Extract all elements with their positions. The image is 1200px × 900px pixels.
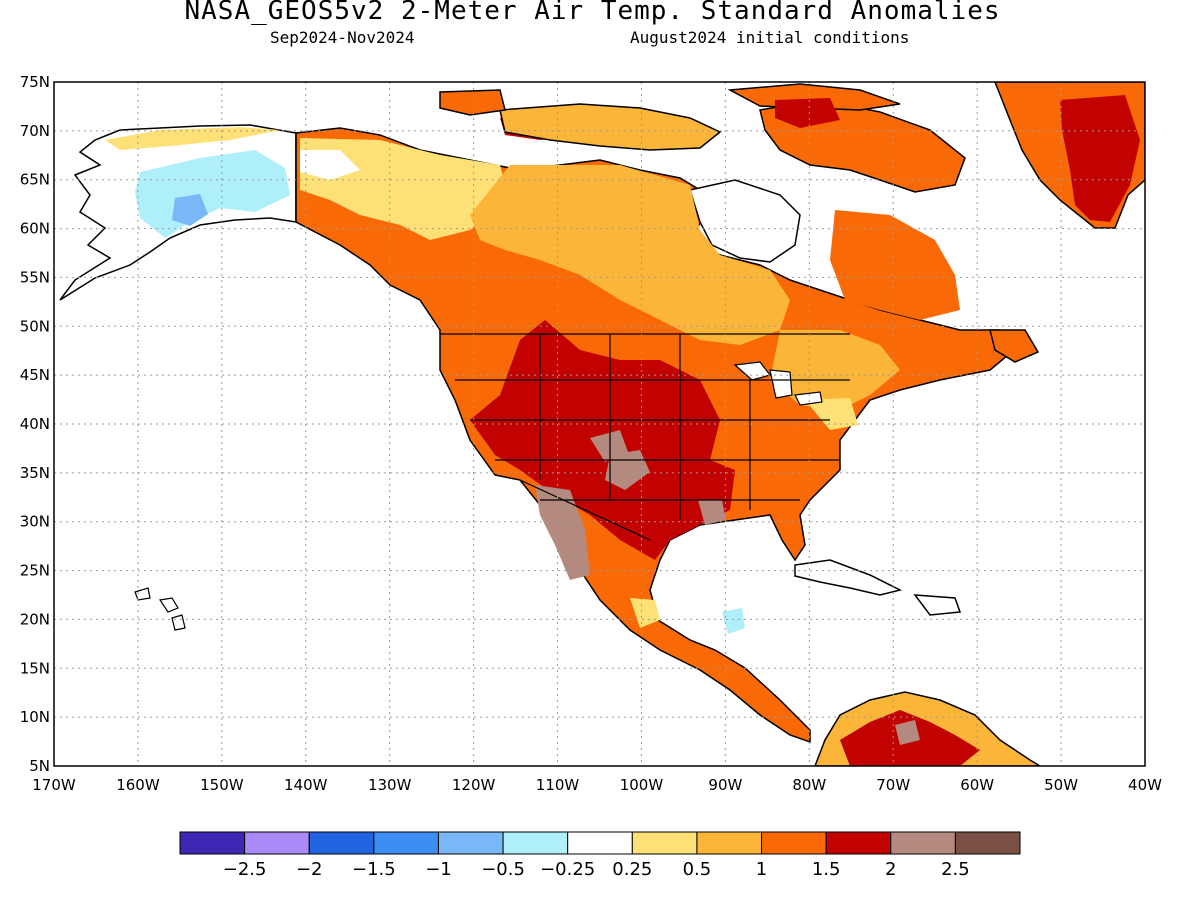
gulf-coast-extreme [698, 500, 726, 525]
newfoundland [989, 329, 1040, 363]
latitude-label: 5N [29, 757, 50, 775]
legend-swatch [373, 831, 439, 855]
forecast-period: Sep2024-Nov2024 [270, 28, 415, 47]
latitude-label: 70N [20, 122, 50, 140]
latitude-label: 45N [20, 366, 50, 384]
arctic-canada-neutral [300, 150, 360, 180]
legend-label: 1 [756, 859, 767, 880]
legend-swatch [437, 831, 504, 855]
alaska-cooler-core [172, 194, 208, 226]
latitude-label: 30N [20, 513, 50, 531]
longitude-label: 160W [116, 776, 160, 794]
legend-swatch [308, 831, 375, 855]
legend-label: −1 [425, 859, 452, 880]
ellesmere-island [727, 83, 901, 111]
victoria-island [499, 103, 722, 151]
color-legend [179, 831, 1021, 855]
hudson-bay [689, 179, 801, 263]
north-alaska-warm-strip [105, 127, 280, 150]
hispaniola [913, 594, 962, 616]
latitude-label: 60N [20, 220, 50, 238]
legend-label: 0.25 [612, 859, 652, 880]
longitude-label: 130W [368, 776, 412, 794]
longitude-label: 70W [876, 776, 910, 794]
latitude-label: 25N [20, 562, 50, 580]
latitude-label: 35N [20, 464, 50, 482]
legend-label: −2 [296, 859, 323, 880]
legend-label: −2.5 [223, 859, 267, 880]
longitude-label: 170W [32, 776, 76, 794]
latitude-label: 15N [20, 659, 50, 677]
greenland-warm-core [1060, 95, 1140, 222]
graticule [54, 82, 1145, 766]
longitude-label: 110W [536, 776, 580, 794]
legend-label: 0.5 [683, 859, 712, 880]
longitude-labels: 170W 160W 150W 140W 130W 120W 110W 100W 90W 80W 70… [32, 776, 1162, 794]
south-america-extreme [895, 720, 920, 745]
legend-swatch [567, 831, 633, 855]
legend-label: −0.5 [481, 859, 525, 880]
banks-island [439, 89, 506, 116]
latitude-label: 40N [20, 415, 50, 433]
legend-label: 2.5 [941, 859, 970, 880]
latitude-label: 10N [20, 708, 50, 726]
longitude-label: 100W [620, 776, 664, 794]
color-legend-labels: −2.5 −2 −1.5 −1 −0.5 −0.25 0.25 0.5 1 1.5 2 2.5 [223, 859, 970, 880]
legend-swatch [502, 831, 569, 855]
latitude-label: 75N [20, 73, 50, 91]
legend-swatch [631, 831, 698, 855]
longitude-label: 120W [452, 776, 496, 794]
latitude-labels: 75N 70N 65N 60N 55N 50N 45N 40N 35N 30N 25N 20N 15N 1… [20, 73, 50, 775]
central-canada-moderate [470, 165, 790, 345]
mexico-extreme [535, 485, 590, 580]
longitude-label: 90W [708, 776, 742, 794]
map-frame [53, 81, 1146, 767]
legend-label: −0.25 [540, 859, 595, 880]
latitude-label: 20N [20, 610, 50, 628]
longitude-label: 40W [1128, 776, 1162, 794]
political-boundaries [295, 133, 850, 541]
hawaii-islands [134, 587, 186, 631]
legend-label: 1.5 [812, 859, 841, 880]
longitude-label: 150W [200, 776, 244, 794]
east-canada-moderate [770, 330, 900, 410]
longitude-label: 80W [792, 776, 826, 794]
map-title: NASA_GEOS5v2 2-Meter Air Temp. Standard … [184, 0, 1001, 26]
latitude-label: 65N [20, 171, 50, 189]
legend-swatch [890, 831, 956, 855]
legend-swatch [696, 831, 763, 855]
labrador-strong-warm [830, 210, 960, 320]
longitude-label: 140W [284, 776, 328, 794]
northeast-weak-warm [805, 398, 858, 430]
central-mexico-weak-warm [630, 598, 660, 628]
latitude-label: 55N [20, 268, 50, 286]
legend-swatch [825, 831, 892, 855]
latitude-label: 50N [20, 317, 50, 335]
longitude-label: 60W [960, 776, 994, 794]
legend-swatch [954, 831, 1021, 855]
cuba [794, 559, 903, 596]
legend-label: 2 [885, 859, 896, 880]
legend-label: −1.5 [352, 859, 396, 880]
legend-swatch [761, 831, 827, 855]
legend-swatch [244, 831, 310, 855]
map-area [54, 82, 1145, 766]
yucatan-cool [722, 608, 745, 634]
initial-conditions: August2024 initial conditions [630, 28, 910, 47]
legend-swatch [179, 831, 246, 855]
longitude-label: 50W [1044, 776, 1078, 794]
